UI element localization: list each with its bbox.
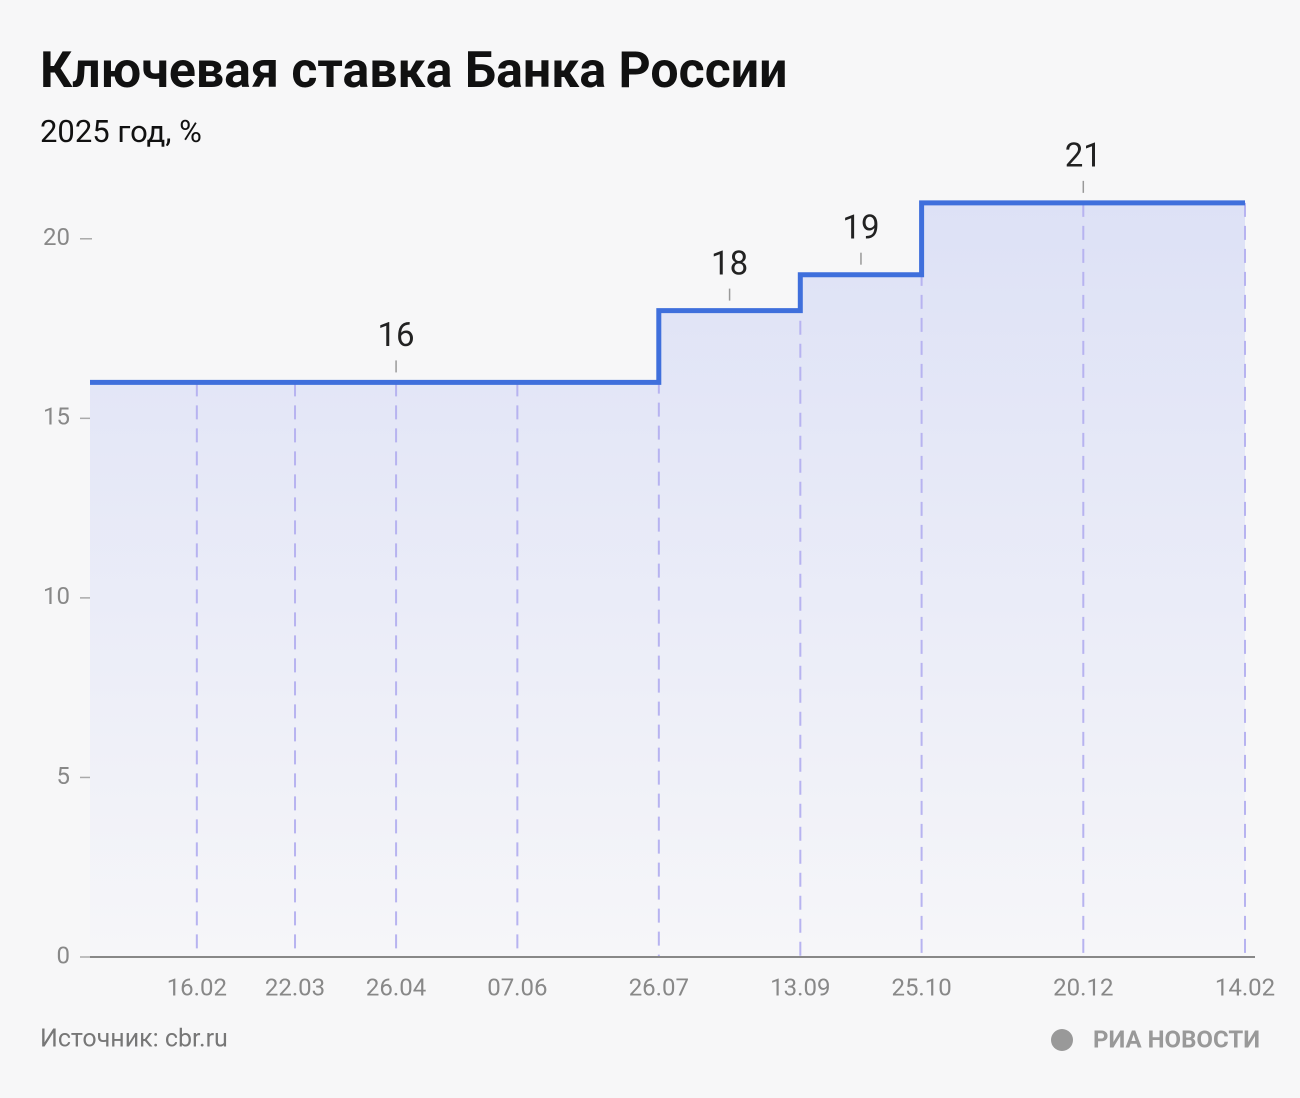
- x-tick-label: 07.06: [487, 973, 547, 1001]
- y-tick-label: 20: [43, 223, 70, 251]
- x-tick-label: 13.09: [770, 973, 830, 1001]
- x-tick-label: 16.02: [167, 973, 227, 1001]
- y-tick-label: 15: [43, 403, 70, 431]
- step-line: [90, 200, 1245, 385]
- y-tick-label: 0: [57, 941, 71, 969]
- x-tick-label: 14.02: [1215, 973, 1275, 1001]
- x-tick-label: 22.03: [265, 973, 325, 1001]
- y-tick-label: 5: [57, 762, 71, 790]
- value-label: 19: [842, 208, 879, 247]
- source: Источник: cbr.ru: [40, 1025, 228, 1054]
- y-tick-label: 10: [43, 582, 70, 610]
- area: [90, 202, 1245, 957]
- chart-title: Ключевая ставка Банка России: [40, 42, 787, 100]
- brand-logo: [1051, 1029, 1073, 1051]
- value-label: 18: [711, 244, 748, 283]
- chart-subtitle: 2025 год, %: [40, 113, 202, 150]
- x-tick-label: 26.04: [366, 973, 426, 1001]
- x-tick-label: 26.07: [629, 973, 689, 1001]
- x-tick-label: 20.12: [1053, 973, 1113, 1001]
- x-tick-label: 25.10: [891, 973, 951, 1001]
- brand: РИА НОВОСТИ: [1093, 1025, 1260, 1053]
- value-label: 21: [1065, 137, 1102, 176]
- value-label: 16: [378, 316, 415, 355]
